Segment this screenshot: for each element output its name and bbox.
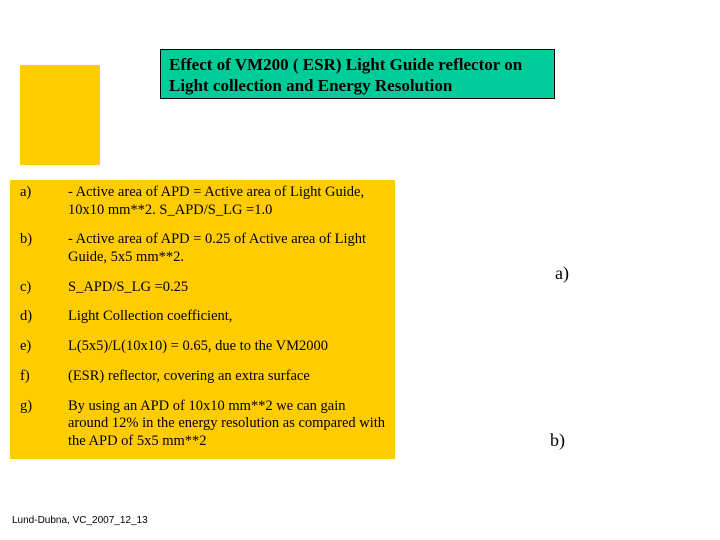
title-line2: Light collection and Energy Resolution [169,76,452,95]
list-area: a) - Active area of APD = Active area of… [10,180,395,459]
footer-text: Lund-Dubna, VC_2007_12_13 [12,515,148,526]
item-text: - Active area of APD = Active area of Li… [62,180,395,227]
item-text: - Active area of APD = 0.25 of Active ar… [62,227,395,274]
item-label: b) [10,227,62,274]
table-row: b) - Active area of APD = 0.25 of Active… [10,227,395,274]
side-label-a: a) [555,263,569,284]
table-row: c) S_APD/S_LG =0.25 [10,275,395,305]
items-table: a) - Active area of APD = Active area of… [10,180,395,459]
title-line1: Effect of VM200 ( ESR) Light Guide refle… [169,55,522,74]
item-label: d) [10,304,62,334]
item-label: e) [10,334,62,364]
item-label: c) [10,275,62,305]
item-text: L(5x5)/L(10x10) = 0.65, due to the VM200… [62,334,395,364]
side-label-b: b) [550,430,565,451]
item-text: By using an APD of 10x10 mm**2 we can ga… [62,394,395,459]
table-row: d) Light Collection coefficient, [10,304,395,334]
item-label: f) [10,364,62,394]
table-row: e) L(5x5)/L(10x10) = 0.65, due to the VM… [10,334,395,364]
item-label: g) [10,394,62,459]
title-box: Effect of VM200 ( ESR) Light Guide refle… [160,49,555,99]
title-text: Effect of VM200 ( ESR) Light Guide refle… [169,54,546,97]
decorative-yellow-block [20,65,100,165]
item-text: S_APD/S_LG =0.25 [62,275,395,305]
item-text: (ESR) reflector, covering an extra surfa… [62,364,395,394]
table-row: a) - Active area of APD = Active area of… [10,180,395,227]
item-text: Light Collection coefficient, [62,304,395,334]
item-label: a) [10,180,62,227]
table-row: f) (ESR) reflector, covering an extra su… [10,364,395,394]
table-row: g) By using an APD of 10x10 mm**2 we can… [10,394,395,459]
